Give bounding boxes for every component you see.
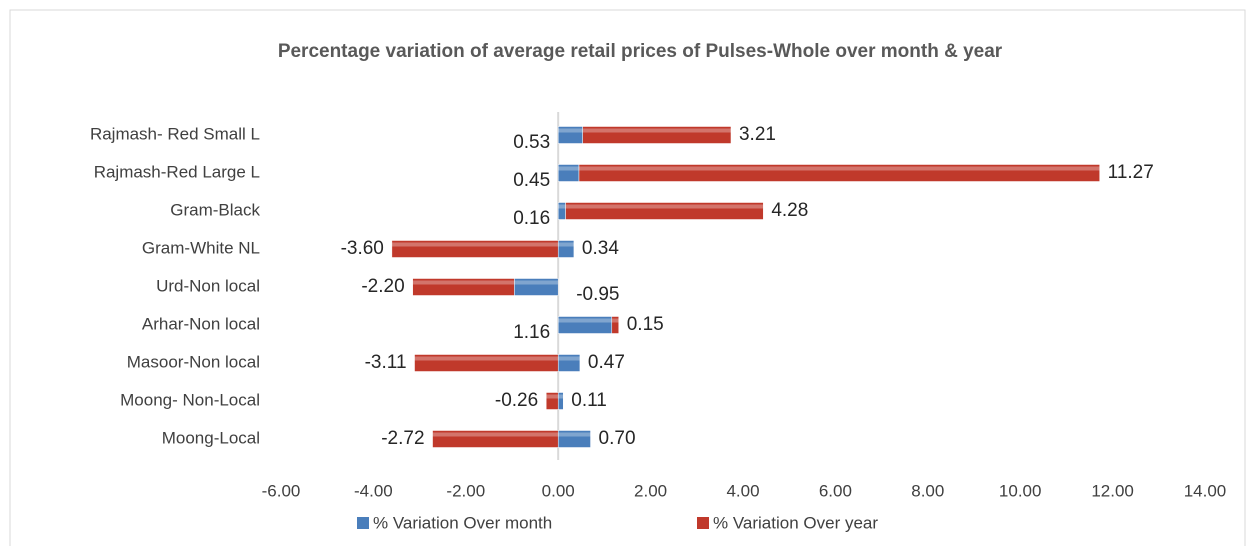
x-tick-label: 8.00	[911, 481, 944, 500]
category-label: Masoor-Non local	[127, 352, 260, 371]
data-label: -0.95	[576, 284, 619, 305]
bar-shine	[391, 242, 559, 247]
bar	[611, 316, 619, 334]
bar-shine	[565, 204, 764, 209]
bar-shine	[514, 280, 559, 285]
legend-label: % Variation Over year	[713, 513, 878, 532]
bar-shine	[558, 318, 612, 323]
data-label: 0.34	[582, 238, 619, 259]
bar	[414, 354, 559, 372]
bar-shine	[558, 432, 591, 437]
category-label: Moong- Non-Local	[120, 390, 260, 409]
bar-shine	[558, 356, 580, 361]
x-tick-label: 0.00	[542, 481, 575, 500]
data-label: 3.21	[739, 124, 776, 145]
bar	[578, 164, 1100, 182]
data-label: 11.27	[1108, 162, 1154, 183]
data-label: 4.28	[771, 200, 808, 221]
bar-shine	[578, 166, 1100, 171]
category-label: Rajmash-Red Large L	[94, 162, 260, 181]
bar	[391, 240, 559, 258]
bar	[565, 202, 764, 220]
category-label: Gram-Black	[170, 200, 260, 219]
bar	[582, 126, 732, 144]
data-label: 0.70	[599, 428, 636, 449]
chart-border	[9, 9, 1246, 546]
legend-swatch	[697, 517, 709, 529]
data-label: 0.53	[513, 132, 550, 153]
bar	[412, 278, 515, 296]
x-tick-label: -2.00	[446, 481, 485, 500]
bar-shine	[558, 166, 579, 171]
x-tick-label: -6.00	[262, 481, 301, 500]
category-label: Urd-Non local	[156, 276, 260, 295]
data-label: -3.11	[365, 352, 407, 373]
data-label: -3.60	[341, 238, 384, 259]
bar-shine	[582, 128, 731, 133]
x-tick-label: 2.00	[634, 481, 667, 500]
bar-shine	[558, 128, 583, 133]
bar-shine	[412, 280, 515, 285]
data-label: 1.16	[513, 322, 550, 343]
x-tick-label: 6.00	[819, 481, 852, 500]
bar-shine	[432, 432, 559, 437]
bar-shine	[558, 242, 574, 247]
bar-shine	[414, 356, 559, 361]
x-tick-label: 14.00	[1184, 481, 1227, 500]
bar-shine	[611, 318, 619, 323]
data-label: 0.45	[513, 170, 550, 191]
category-label: Rajmash- Red Small L	[90, 124, 260, 143]
data-label: 0.47	[588, 352, 625, 373]
data-label: 0.16	[513, 208, 550, 229]
x-tick-label: 4.00	[726, 481, 759, 500]
category-label: Gram-White NL	[142, 238, 260, 257]
data-label: -2.72	[381, 428, 424, 449]
category-label: Moong-Local	[162, 428, 260, 447]
legend-label: % Variation Over month	[373, 513, 552, 532]
x-tick-label: 12.00	[1091, 481, 1134, 500]
data-label: 0.11	[571, 390, 607, 411]
bar-shine	[558, 394, 564, 399]
x-tick-label: 10.00	[999, 481, 1042, 500]
legend-swatch	[357, 517, 369, 529]
data-label: -0.26	[495, 390, 538, 411]
bar	[545, 392, 559, 410]
x-tick-label: -4.00	[354, 481, 393, 500]
bar-shine	[558, 204, 566, 209]
data-label: 0.15	[627, 314, 664, 335]
chart-title: Percentage variation of average retail p…	[278, 41, 1003, 62]
category-label: Arhar-Non local	[142, 314, 260, 333]
data-label: -2.20	[361, 276, 404, 297]
bar-shine	[546, 394, 559, 399]
bar	[432, 430, 559, 448]
